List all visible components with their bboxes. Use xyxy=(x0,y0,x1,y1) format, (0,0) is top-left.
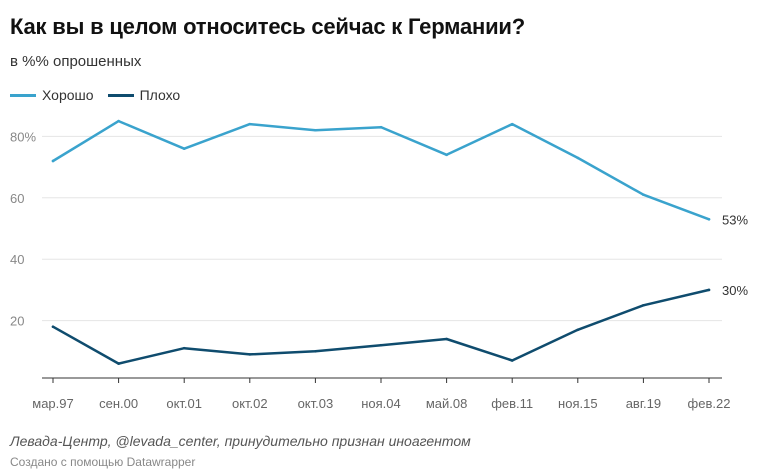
x-tick-label: авг.19 xyxy=(626,396,661,411)
data-point-bad xyxy=(182,346,186,350)
y-tick-label: 40 xyxy=(10,252,24,267)
x-tick-label: окт.03 xyxy=(298,396,334,411)
data-point-good xyxy=(248,122,252,126)
data-point-bad xyxy=(445,337,448,341)
legend: Хорошо Плохо xyxy=(10,87,194,103)
data-point-good xyxy=(117,119,120,123)
legend-swatch-good xyxy=(10,93,36,97)
x-tick-label: ноя.15 xyxy=(558,396,598,411)
x-tick-label: фев.11 xyxy=(491,396,533,411)
data-point-bad xyxy=(576,328,580,332)
data-point-bad xyxy=(117,362,120,365)
x-tick-label: мар.97 xyxy=(32,396,73,411)
data-point-good xyxy=(510,122,514,126)
data-point-good xyxy=(642,193,645,197)
data-point-bad xyxy=(248,353,252,356)
credit-note: Создано с помощью Datawrapper xyxy=(10,455,196,469)
chart-subtitle: в %% опрошенных xyxy=(10,53,142,70)
y-tick-label: 60 xyxy=(10,191,24,206)
legend-swatch-bad xyxy=(107,93,134,97)
end-label-bad: 30% xyxy=(722,283,748,298)
legend-item-good: Хорошо xyxy=(10,87,94,103)
data-point-bad xyxy=(510,359,514,362)
line-chart: 20 40 60 80% мар.97 сен.00 окт.01 окт.02 окт.03 н… xyxy=(10,119,748,411)
series-line-good xyxy=(51,119,711,221)
end-label-good: 53% xyxy=(722,212,748,227)
x-tick-label: ноя.04 xyxy=(361,396,401,411)
series-line-bad xyxy=(51,288,711,365)
x-tick-label: окт.02 xyxy=(232,396,268,411)
y-tick-label: 20 xyxy=(10,314,24,329)
legend-item-bad: Плохо xyxy=(107,87,181,103)
x-tick-label: сен.00 xyxy=(99,396,138,411)
data-point-bad xyxy=(642,303,645,307)
data-point-bad xyxy=(314,350,317,353)
data-point-good xyxy=(51,159,55,163)
legend-label-bad: Плохо xyxy=(139,87,181,103)
data-point-good xyxy=(379,125,383,129)
legend-label-good: Хорошо xyxy=(42,87,94,103)
data-point-bad xyxy=(51,325,55,329)
x-tick-label: май.08 xyxy=(426,396,468,411)
data-point-good xyxy=(445,153,448,157)
data-point-good xyxy=(314,128,317,132)
x-tick-label: окт.01 xyxy=(166,396,202,411)
source-note: Левада-Центр, @levada_center, принудител… xyxy=(10,433,471,449)
data-point-good xyxy=(182,147,186,150)
x-tick-label: фев.22 xyxy=(688,396,731,411)
data-point-good xyxy=(707,217,711,221)
data-point-good xyxy=(576,156,580,160)
chart-title: Как вы в целом относитесь сейчас к Герма… xyxy=(10,14,525,39)
y-tick-label: 80% xyxy=(10,129,36,144)
data-point-bad xyxy=(379,343,383,347)
data-point-bad xyxy=(707,288,711,292)
